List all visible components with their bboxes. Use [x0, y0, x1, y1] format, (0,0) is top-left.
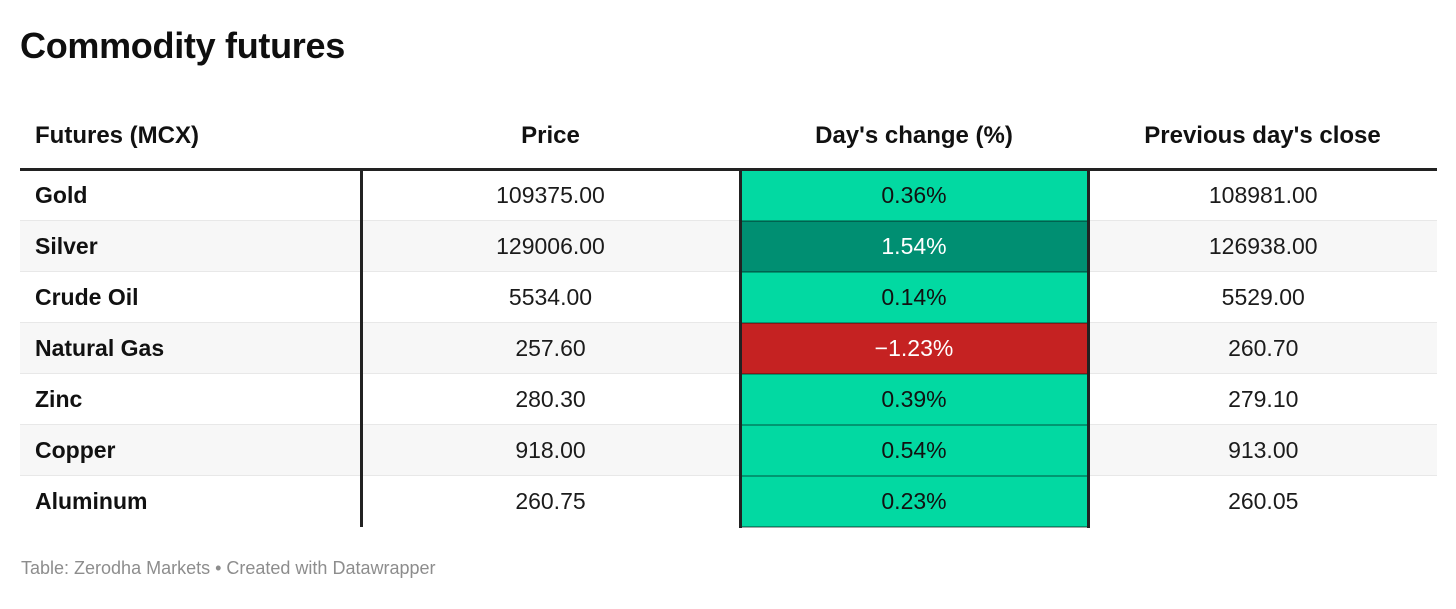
table-row-zinc: Zinc 280.30 0.39% 279.10: [20, 372, 1437, 425]
day-change-value: 0.54%: [738, 423, 1090, 476]
futures-name: Copper: [20, 424, 363, 476]
price-value: 257.60: [361, 322, 740, 374]
prev-close-value: 279.10: [1088, 373, 1437, 425]
day-change-value: 0.14%: [738, 270, 1090, 323]
day-change-value: 0.36%: [738, 169, 1090, 221]
table-row-silver: Silver 129006.00 1.54% 126938.00: [20, 219, 1437, 272]
day-change-value: 1.54%: [738, 219, 1090, 272]
attribution-text: Table: Zerodha Markets • Created with Da…: [21, 557, 436, 578]
header-row: Futures (MCX) Price Day's change (%) Pre…: [20, 108, 1437, 171]
column-header-futures: Futures (MCX): [20, 108, 361, 171]
column-header-day-change: Day's change (%): [740, 108, 1088, 171]
price-value: 280.30: [361, 373, 740, 425]
day-change-value: 0.23%: [738, 474, 1090, 528]
futures-name: Natural Gas: [20, 322, 363, 374]
prev-close-value: 5529.00: [1088, 271, 1437, 323]
price-value: 129006.00: [361, 220, 740, 272]
futures-name: Silver: [20, 220, 363, 272]
prev-close-value: 126938.00: [1088, 220, 1437, 272]
table-row-crude-oil: Crude Oil 5534.00 0.14% 5529.00: [20, 270, 1437, 323]
column-header-prev-close: Previous day's close: [1088, 108, 1437, 171]
table-row-gold: Gold 109375.00 0.36% 108981.00: [20, 169, 1437, 221]
price-value: 918.00: [361, 424, 740, 476]
commodity-futures-graphic: Commodity futures Futures (MCX) Price Da…: [20, 25, 1437, 578]
day-change-value: −1.23%: [738, 321, 1090, 374]
price-value: 5534.00: [361, 271, 740, 323]
table-row-aluminum: Aluminum 260.75 0.23% 260.05: [20, 474, 1437, 528]
commodity-futures-table: Futures (MCX) Price Day's change (%) Pre…: [20, 108, 1437, 528]
page-title: Commodity futures: [20, 25, 345, 66]
prev-close-value: 260.70: [1088, 322, 1437, 374]
futures-name: Aluminum: [20, 475, 363, 527]
prev-close-value: 260.05: [1088, 475, 1437, 527]
futures-name: Zinc: [20, 373, 363, 425]
table-row-copper: Copper 918.00 0.54% 913.00: [20, 423, 1437, 476]
day-change-value: 0.39%: [738, 372, 1090, 425]
table-row-natural-gas: Natural Gas 257.60 −1.23% 260.70: [20, 321, 1437, 374]
futures-name: Gold: [20, 169, 363, 221]
column-header-price: Price: [361, 108, 740, 171]
price-value: 260.75: [361, 475, 740, 527]
futures-name: Crude Oil: [20, 271, 363, 323]
prev-close-value: 913.00: [1088, 424, 1437, 476]
prev-close-value: 108981.00: [1088, 169, 1437, 221]
price-value: 109375.00: [361, 169, 740, 221]
